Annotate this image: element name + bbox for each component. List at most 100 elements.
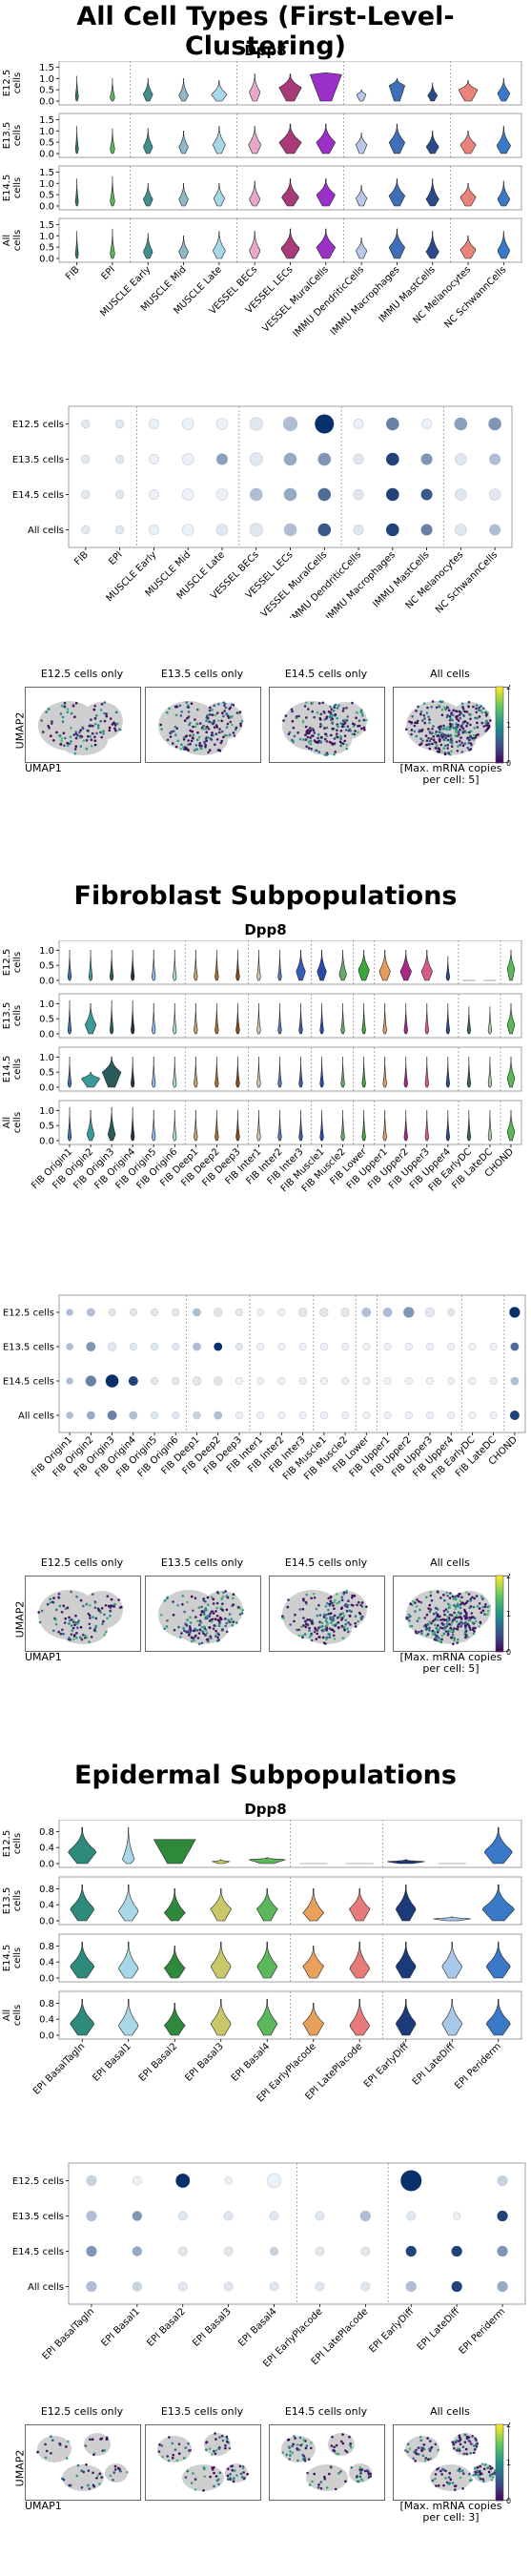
umap-cell [444, 1630, 448, 1633]
umap-axis-y-label: UMAP2 [13, 2449, 27, 2487]
violin [382, 1057, 387, 1088]
umap-cell [215, 1590, 219, 1594]
violin [388, 123, 406, 155]
dot [400, 2170, 422, 2192]
umap-cell [88, 1622, 92, 1626]
umap-cell [189, 1616, 192, 1618]
umap-cell [460, 724, 463, 727]
dot [193, 1411, 201, 1420]
umap-cell [331, 713, 334, 716]
umap-cell [427, 736, 430, 740]
umap-cell [422, 702, 426, 705]
dot [108, 1308, 116, 1317]
umap-cell [426, 2437, 429, 2440]
umap-cell [447, 734, 450, 738]
umap-cell [486, 722, 490, 725]
umap-cell [89, 734, 92, 738]
y-tick-label: 1.0 [39, 1053, 54, 1063]
colorbar-tick-label: 0 [506, 2497, 511, 2505]
umap-cell [426, 706, 429, 710]
violin [248, 126, 261, 155]
umap-cell [213, 2484, 215, 2488]
umap-cell [85, 747, 89, 751]
violin [256, 1998, 278, 2036]
umap-cell [180, 1632, 183, 1635]
colorbar-step [496, 1598, 503, 1601]
umap-cell [404, 2449, 407, 2452]
y-tick-label: 1.5 [39, 63, 54, 73]
umap-cell [319, 2486, 323, 2490]
umap-cell [192, 1609, 194, 1613]
umap-cell [450, 736, 453, 739]
dot [150, 1376, 159, 1386]
umap-cell [422, 2447, 426, 2451]
umap-cell [80, 2486, 84, 2489]
umap-cell [434, 2473, 438, 2476]
umap-cell [357, 731, 359, 733]
umap-cell [432, 725, 435, 728]
umap-cell [476, 716, 480, 720]
dot [317, 487, 332, 502]
umap-cell [82, 739, 85, 743]
umap-cell [344, 719, 348, 723]
umap-panel [393, 1576, 509, 1652]
umap-cell [369, 2472, 373, 2476]
umap-cell [452, 1628, 455, 1631]
umap-cell [315, 1638, 318, 1640]
umap-cell [481, 707, 485, 711]
umap-cell [451, 1618, 455, 1621]
umap-cell [125, 2470, 129, 2474]
violin [214, 950, 219, 981]
umap-cell [321, 1624, 324, 1628]
umap-cell [175, 727, 178, 730]
umap-cell [286, 1605, 290, 1609]
colorbar-step [496, 2493, 503, 2496]
umap-cell [55, 731, 58, 734]
violin [214, 1057, 219, 1088]
umap-cell [218, 728, 221, 731]
umap-cell [75, 1595, 78, 1598]
row-label-line: cells [12, 125, 23, 146]
colorbar-step [496, 696, 503, 699]
umap-cell [294, 2437, 296, 2440]
violin [395, 1998, 417, 2036]
umap-cell [317, 740, 319, 743]
umap-cell [203, 1625, 206, 1629]
umap-cell [455, 725, 458, 729]
dot [455, 488, 467, 501]
umap-cell [48, 727, 51, 730]
umap-cell [435, 747, 438, 750]
umap-cell [442, 1632, 446, 1636]
umap-scatter [158, 701, 244, 755]
dot [353, 418, 364, 429]
umap-cell [340, 725, 344, 729]
umap-cell [425, 1613, 429, 1617]
umap-cell [85, 2463, 88, 2466]
colorbar-step [496, 1648, 503, 1651]
umap-cell [295, 715, 298, 718]
umap-cell [342, 707, 345, 711]
violin [70, 1884, 95, 1922]
umap-cell [325, 1626, 329, 1630]
violin [506, 1003, 516, 1035]
umap-cell [354, 1615, 357, 1618]
umap-cell [362, 718, 366, 722]
dot [447, 1411, 456, 1420]
umap-cell [448, 1613, 452, 1617]
dot [386, 452, 399, 466]
violin [110, 228, 115, 259]
umap-cell [448, 715, 452, 718]
violin [109, 999, 114, 1035]
umap-cell [75, 1622, 78, 1625]
umap-cell [90, 744, 93, 748]
umap-cell [480, 1611, 483, 1614]
umap-cell [50, 734, 52, 737]
umap-cell [324, 1605, 328, 1608]
umap-cell [326, 1601, 329, 1605]
dot [468, 1376, 477, 1386]
umap-cell [446, 726, 449, 729]
x-tick-label: EPI Basal3 [183, 2041, 226, 2084]
umap-cell [311, 1620, 314, 1623]
umap-cell [345, 747, 348, 751]
umap-cell [444, 2469, 447, 2473]
